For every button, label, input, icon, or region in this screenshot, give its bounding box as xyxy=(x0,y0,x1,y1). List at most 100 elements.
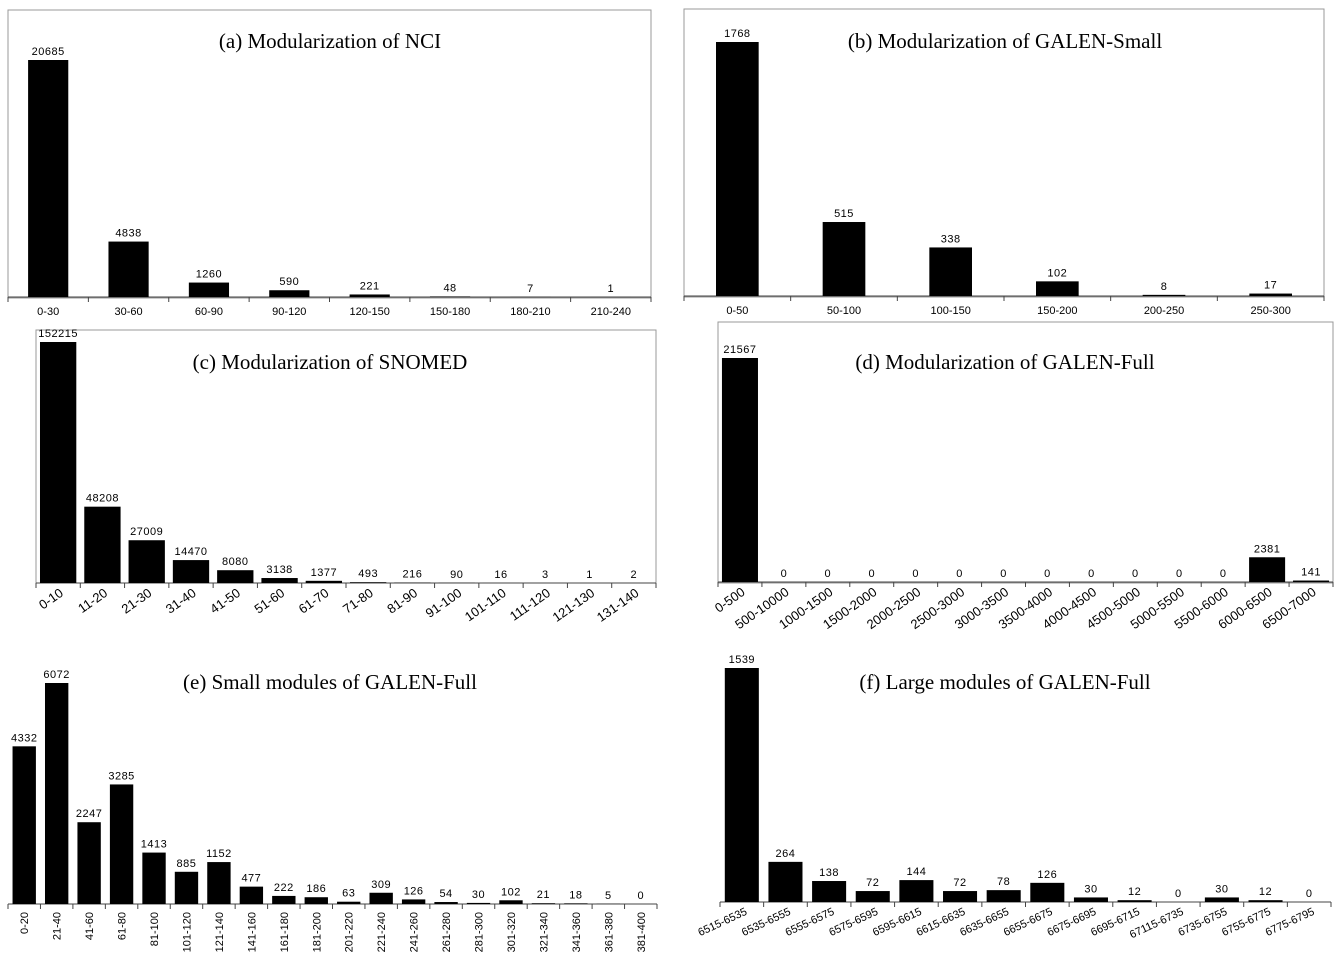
x-tick-label: 221-240 xyxy=(376,912,388,952)
x-tick-label: 361-380 xyxy=(603,912,615,952)
data-label: 338 xyxy=(941,233,961,245)
x-tick-label: 180-210 xyxy=(510,306,550,318)
x-tick-label: 6755-6775 xyxy=(1220,906,1273,939)
data-label: 590 xyxy=(279,276,299,288)
x-tick-label: 6635-6655 xyxy=(958,906,1011,939)
data-label: 72 xyxy=(953,877,966,889)
bar xyxy=(812,881,847,902)
x-tick-label: 71-80 xyxy=(340,585,376,616)
data-label: 1 xyxy=(586,569,593,581)
x-tick-label: 81-100 xyxy=(149,912,161,946)
bar xyxy=(28,60,69,297)
x-tick-label: 121-130 xyxy=(550,585,598,625)
data-label: 102 xyxy=(501,886,521,898)
chart-panel-b: (b) Modularization of GALEN-Small 1768 0-5… xyxy=(683,8,1325,317)
x-tick-label: 41-60 xyxy=(84,912,96,940)
x-tick-label: 261-280 xyxy=(441,912,453,952)
data-label: 17 xyxy=(1264,280,1277,292)
data-label: 5 xyxy=(605,890,612,902)
data-label: 152215 xyxy=(38,328,78,340)
x-tick-label: 141-160 xyxy=(246,912,258,952)
bar xyxy=(109,784,134,904)
bar xyxy=(39,342,77,583)
chart-title: (f) Large modules of GALEN-Full xyxy=(859,670,1150,694)
bar xyxy=(12,746,36,904)
chart-panel-f: (f) Large modules of GALEN-Full 1539 6515-… xyxy=(696,654,1332,941)
bar xyxy=(217,570,254,583)
data-label: 18 xyxy=(569,889,582,901)
bar xyxy=(239,886,264,904)
data-label: 0 xyxy=(912,568,919,580)
bar xyxy=(401,899,426,904)
data-label: 20685 xyxy=(32,46,65,58)
bar xyxy=(1249,293,1292,296)
x-tick-label: 6555-6575 xyxy=(784,906,837,939)
x-tick-label: 181-200 xyxy=(311,912,323,952)
x-tick-label: 101-120 xyxy=(181,912,193,952)
bar xyxy=(1036,281,1079,296)
chart-title: (d) Modularization of GALEN-Full xyxy=(855,350,1154,374)
data-label: 12 xyxy=(1128,886,1141,898)
bar xyxy=(174,871,199,904)
data-label: 16 xyxy=(494,569,507,581)
data-label: 1152 xyxy=(206,848,232,860)
data-label: 2 xyxy=(631,569,638,581)
x-tick-label: 210-240 xyxy=(591,306,631,318)
data-label: 126 xyxy=(1037,869,1057,881)
x-tick-label: 6575-6595 xyxy=(827,906,880,939)
x-tick-label: 150-180 xyxy=(430,306,470,318)
data-label: 1768 xyxy=(724,28,750,40)
data-label: 1 xyxy=(608,283,615,295)
data-label: 221 xyxy=(360,280,380,292)
data-label: 21567 xyxy=(723,344,756,356)
x-tick-label: 301-320 xyxy=(506,912,518,952)
bar xyxy=(77,822,101,904)
x-tick-label: 6515-6535 xyxy=(696,906,749,939)
data-label: 0 xyxy=(1306,888,1313,900)
chart-panel-d: (d) Modularization of GALEN-Full 21567 0-5… xyxy=(712,321,1334,632)
bar xyxy=(1030,882,1065,902)
x-tick-label: 6595-6615 xyxy=(871,906,924,939)
data-label: 12 xyxy=(1259,886,1272,898)
bar xyxy=(855,891,890,902)
x-tick-label: 81-90 xyxy=(384,585,420,616)
bar xyxy=(1248,900,1283,902)
data-label: 0 xyxy=(781,568,788,580)
bar xyxy=(1249,557,1286,582)
x-tick-label: 0-30 xyxy=(37,306,59,318)
x-tick-label: 200-250 xyxy=(1144,305,1184,317)
bar xyxy=(1073,897,1108,902)
bar xyxy=(304,897,328,904)
x-tick-label: 241-260 xyxy=(409,912,421,952)
x-tick-label: 161-180 xyxy=(279,912,291,952)
data-label: 309 xyxy=(371,879,391,891)
bar xyxy=(1204,897,1239,902)
bar xyxy=(721,358,758,582)
data-label: 0 xyxy=(1220,568,1227,580)
data-label: 0 xyxy=(1175,888,1182,900)
data-label: 493 xyxy=(358,568,378,580)
data-label: 0 xyxy=(1176,568,1183,580)
chart-title: (b) Modularization of GALEN-Small xyxy=(848,29,1163,53)
chart-frame xyxy=(7,9,652,299)
bar xyxy=(142,852,166,904)
x-tick-label: 250-300 xyxy=(1250,305,1290,317)
bar xyxy=(768,861,803,902)
data-label: 4332 xyxy=(11,732,37,744)
bar xyxy=(499,900,523,904)
bar xyxy=(172,560,210,583)
data-label: 222 xyxy=(274,882,294,894)
data-label: 0 xyxy=(1044,568,1051,580)
bar xyxy=(108,241,149,297)
chart-panel-a: (a) Modularization of NCI 20685 0-30 4838 30… xyxy=(7,9,652,318)
x-tick-label: 91-100 xyxy=(423,585,465,621)
bar xyxy=(1293,580,1330,582)
bar xyxy=(188,282,230,297)
bar xyxy=(269,290,310,297)
data-label: 1377 xyxy=(311,567,337,579)
bar xyxy=(1142,294,1186,296)
bar xyxy=(943,891,978,902)
bar xyxy=(128,540,165,583)
data-label: 0 xyxy=(825,568,832,580)
